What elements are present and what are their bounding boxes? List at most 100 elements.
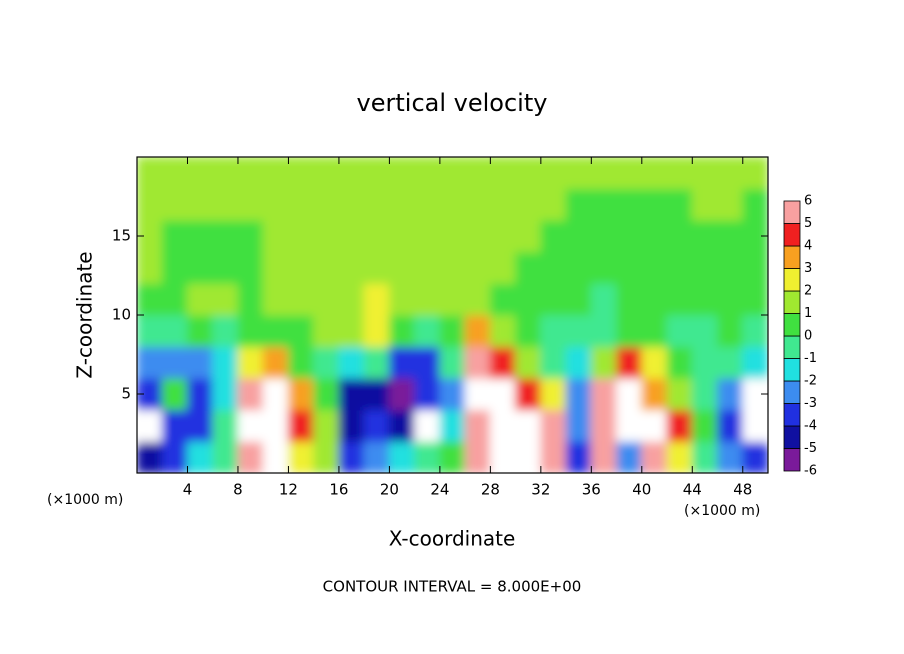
field-cell: [186, 377, 214, 411]
colorbar-label: -5: [804, 441, 817, 456]
field-cell: [161, 346, 188, 379]
x-tick-label: 20: [380, 481, 399, 499]
field-cell: [742, 282, 768, 316]
field-cell: [666, 157, 693, 190]
x-tick-label: 16: [329, 481, 348, 499]
colorbar-label: 2: [804, 284, 812, 299]
field-cell: [616, 282, 643, 316]
field-cell: [186, 282, 214, 316]
field-cell: [313, 251, 340, 284]
field-cell: [313, 409, 340, 442]
field-cell: [414, 157, 441, 190]
x-tick-label: 28: [481, 481, 500, 499]
field-cell: [691, 188, 719, 221]
field-cell: [464, 377, 491, 411]
field-cell: [287, 157, 315, 190]
colorbar-box: [783, 313, 801, 337]
field-cell: [338, 157, 365, 190]
field-cell: [388, 409, 416, 442]
field-cell: [540, 157, 567, 190]
field-cell: [464, 440, 491, 473]
x-tick-label: 8: [233, 481, 243, 499]
colorbar-box: [783, 245, 801, 269]
x-tick-label: 32: [531, 481, 550, 499]
field-cell: [313, 188, 340, 221]
field-cell: [464, 282, 491, 316]
field-cell: [414, 282, 441, 316]
field-cell: [565, 409, 592, 442]
x-tick-label: 48: [733, 481, 752, 499]
field-cell: [717, 440, 744, 473]
field-cell: [691, 219, 719, 253]
field-cell: [616, 188, 643, 221]
field-cell: [161, 188, 188, 221]
field-cell: [237, 377, 264, 411]
x-tick-label: 12: [279, 481, 298, 499]
field-cell: [590, 314, 618, 348]
field-cell: [489, 409, 517, 442]
field-cell: [717, 157, 744, 190]
field-cell: [691, 346, 719, 379]
field-cell: [616, 409, 643, 442]
field-cell: [616, 440, 643, 473]
field-cell: [717, 251, 744, 284]
field-cell: [540, 377, 567, 411]
field-cell: [137, 346, 163, 379]
field-cell: [641, 251, 668, 284]
field-cell: [313, 157, 340, 190]
field-cell: [262, 346, 289, 379]
field-cell: [641, 282, 668, 316]
field-cell: [717, 346, 744, 379]
field-cell: [565, 440, 592, 473]
field-cell: [363, 188, 390, 221]
field-cell: [515, 219, 542, 253]
field-cell: [388, 346, 416, 379]
field-cell: [363, 440, 390, 473]
colorbar-box: [783, 290, 801, 314]
field-cell: [161, 440, 188, 473]
field-cell: [439, 409, 466, 442]
field-cell: [565, 282, 592, 316]
field-cell: [590, 188, 618, 221]
field-cell: [388, 377, 416, 411]
colorbar-box: [783, 200, 801, 224]
colorbar-label: -2: [804, 374, 817, 389]
field-cell: [641, 219, 668, 253]
field-cell: [262, 377, 289, 411]
field-cell: [641, 346, 668, 379]
field-cell: [363, 409, 390, 442]
field-cell: [464, 251, 491, 284]
field-cell: [161, 251, 188, 284]
field-cell: [262, 188, 289, 221]
field-cell: [414, 314, 441, 348]
y-tick-label: 5: [121, 385, 131, 403]
field-cell: [287, 346, 315, 379]
field-cell: [262, 314, 289, 348]
field-cell: [666, 251, 693, 284]
field-cell: [666, 314, 693, 348]
field-cell: [565, 377, 592, 411]
field-cell: [666, 377, 693, 411]
colorbar-box: [783, 448, 801, 472]
field-cell: [691, 157, 719, 190]
x-unit-label: (×1000 m): [47, 492, 123, 508]
colorbar-label: -6: [804, 464, 817, 479]
chart-title: vertical velocity: [357, 89, 548, 117]
field-cell: [691, 409, 719, 442]
field-cell: [388, 440, 416, 473]
field-cell: [641, 377, 668, 411]
field-cell: [338, 188, 365, 221]
field-cell: [313, 314, 340, 348]
colorbar-box: [783, 358, 801, 382]
field-cell: [641, 188, 668, 221]
field-cell: [489, 219, 517, 253]
field-cell: [287, 314, 315, 348]
field-cell: [489, 188, 517, 221]
field-cell: [590, 157, 618, 190]
field-cell: [237, 282, 264, 316]
field-cell: [388, 188, 416, 221]
field-cell: [666, 282, 693, 316]
field-cell: [363, 251, 390, 284]
field-cell: [515, 188, 542, 221]
